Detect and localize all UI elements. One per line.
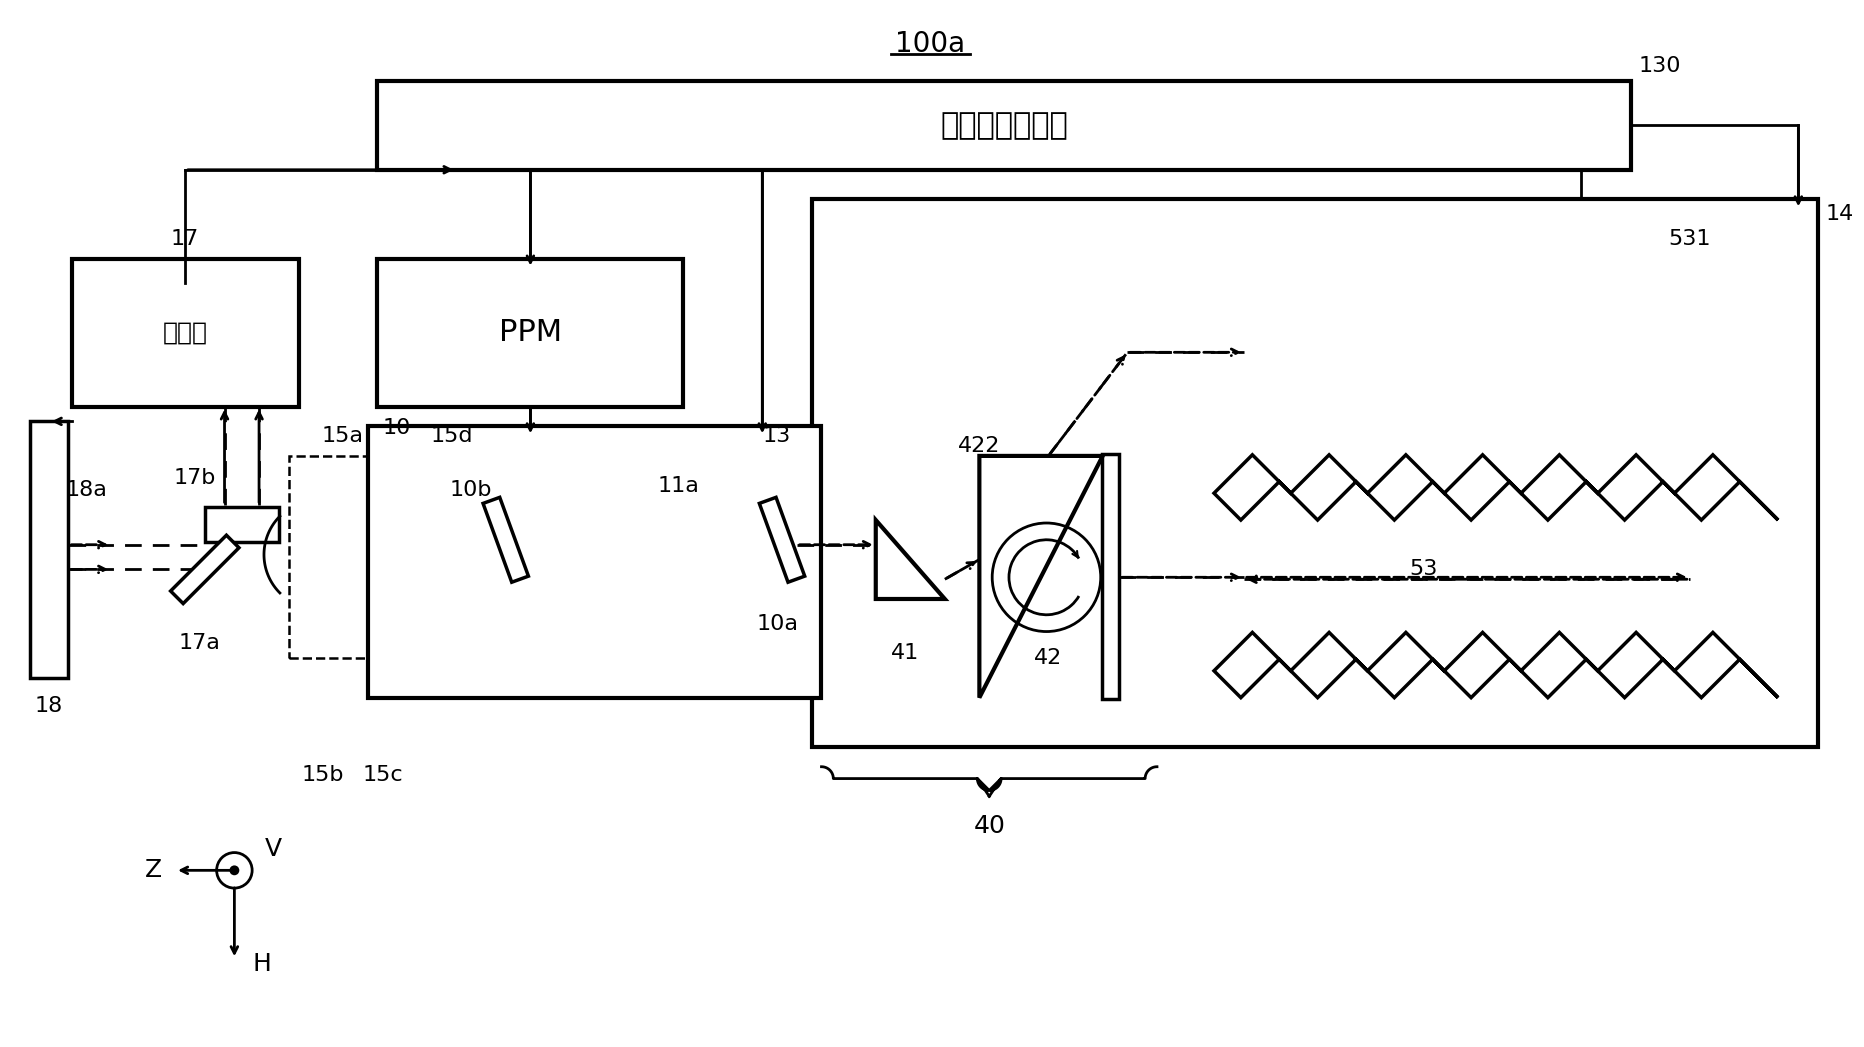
Text: 531: 531 bbox=[1668, 229, 1709, 249]
Bar bbox=[377, 81, 1629, 170]
Bar bbox=[71, 259, 298, 406]
Text: 检测器: 检测器 bbox=[162, 320, 207, 344]
Text: 10b: 10b bbox=[449, 481, 492, 500]
Text: 40: 40 bbox=[973, 814, 1005, 838]
Polygon shape bbox=[483, 497, 528, 582]
Text: 18a: 18a bbox=[65, 481, 108, 500]
Text: 10: 10 bbox=[382, 419, 412, 439]
Polygon shape bbox=[1213, 632, 1776, 697]
Text: 15c: 15c bbox=[362, 764, 403, 784]
Text: 15a: 15a bbox=[321, 426, 363, 446]
Text: 14: 14 bbox=[1825, 204, 1853, 224]
Text: H: H bbox=[252, 952, 272, 976]
Bar bbox=[367, 426, 820, 697]
Text: 100a: 100a bbox=[895, 30, 964, 59]
Text: Z: Z bbox=[145, 859, 162, 883]
Text: 11a: 11a bbox=[658, 475, 699, 495]
Text: 10a: 10a bbox=[755, 614, 798, 633]
Text: 13: 13 bbox=[762, 426, 790, 446]
Bar bbox=[30, 421, 67, 677]
Text: 41: 41 bbox=[891, 643, 919, 663]
Text: 53: 53 bbox=[1409, 559, 1437, 579]
Polygon shape bbox=[170, 535, 239, 603]
Circle shape bbox=[229, 866, 239, 875]
Bar bbox=[289, 455, 481, 659]
Bar bbox=[377, 259, 682, 406]
Text: 15d: 15d bbox=[431, 426, 473, 446]
Bar bbox=[544, 506, 766, 579]
Text: V: V bbox=[265, 837, 281, 861]
Polygon shape bbox=[876, 520, 945, 599]
Bar bbox=[421, 471, 470, 518]
Text: 15b: 15b bbox=[302, 764, 345, 784]
Bar bbox=[811, 199, 1817, 747]
Text: 17: 17 bbox=[171, 229, 199, 249]
Bar bbox=[1102, 454, 1118, 698]
Text: 17b: 17b bbox=[173, 468, 216, 488]
Polygon shape bbox=[759, 497, 803, 582]
Text: 激光控制处理器: 激光控制处理器 bbox=[939, 111, 1068, 140]
Polygon shape bbox=[1213, 454, 1776, 520]
Text: PPM: PPM bbox=[498, 318, 561, 347]
Text: 130: 130 bbox=[1638, 57, 1681, 76]
Text: 422: 422 bbox=[958, 436, 999, 456]
Polygon shape bbox=[979, 455, 1102, 697]
Text: 42: 42 bbox=[1035, 648, 1062, 668]
Text: 18: 18 bbox=[35, 695, 63, 715]
Text: 17a: 17a bbox=[179, 633, 220, 653]
Bar bbox=[205, 507, 278, 541]
